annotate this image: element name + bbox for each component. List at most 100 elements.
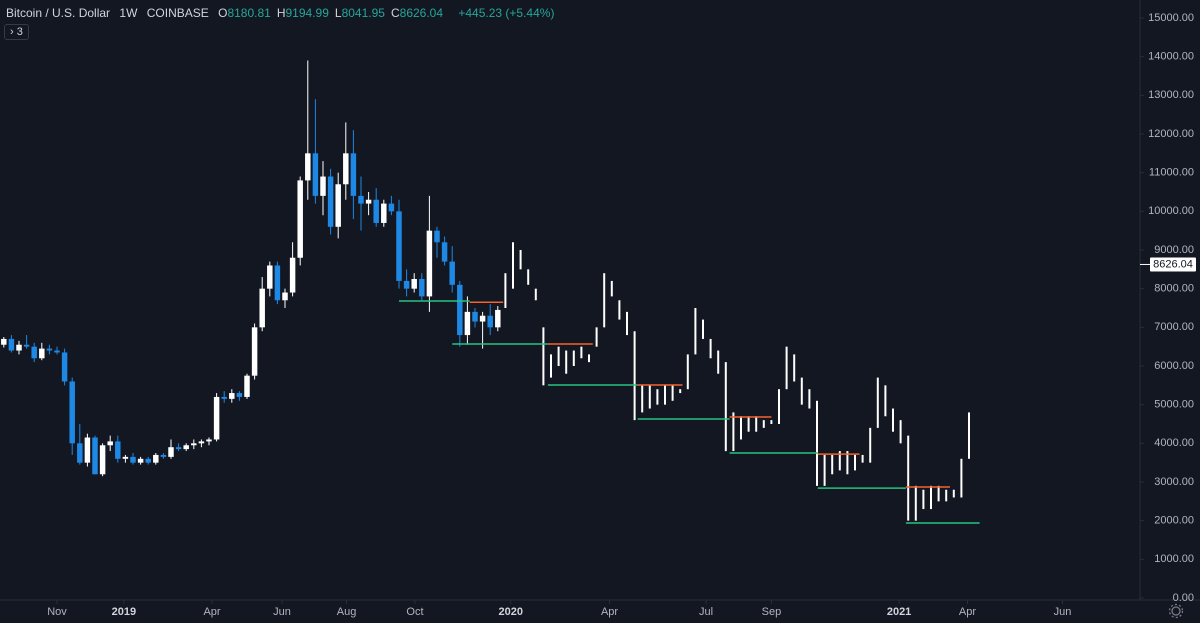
ohlc-value: 8041.95 [341,6,385,20]
change: +445.23 (+5.44%) [458,6,555,20]
y-tick-label: 7000.00 [1154,321,1194,333]
candle-body [130,456,136,463]
candle-body [396,211,402,281]
candle-body [31,346,37,359]
ohlc-label: H [276,6,286,20]
candle-body [122,456,129,459]
y-tick-label: 0.00 [1173,592,1194,604]
x-tick-label: 2021 [887,606,911,618]
candle-body [221,396,227,399]
y-tick-label: 11000.00 [1149,167,1194,179]
candle-body [213,396,220,440]
x-tick-label: Apr [601,606,618,618]
candle-body [282,292,288,301]
candle-body [54,350,60,353]
candle-body [39,348,45,359]
y-tick-label: 10000.00 [1148,205,1194,217]
x-tick-label: Sep [762,606,782,618]
gear[interactable] [1171,606,1181,616]
candle-body [229,393,235,399]
candle-body [350,153,357,196]
candle-body [251,327,258,376]
candle-body [198,441,205,444]
x-tick-label: 2020 [498,606,522,618]
candle-body [464,311,471,336]
candle-body [8,338,15,351]
candle-body [61,352,68,382]
candle-body [23,344,30,347]
candle-body [206,439,212,442]
candle-body [1,338,7,345]
candle-body [381,203,387,223]
y-tick-label: 12000.00 [1148,128,1194,140]
x-tick-label: Apr [959,606,976,618]
exchange: COINBASE [146,6,209,20]
candle-body [137,458,144,463]
candle-body [441,242,448,262]
candle-body [449,261,455,285]
candle-body [411,279,417,289]
candle-body [183,445,189,450]
candle-body [267,265,273,289]
interval[interactable]: 1W [119,6,138,20]
settings-icon[interactable] [1168,603,1184,619]
candle-body [312,153,319,196]
y-tick-label: 14000.00 [1148,51,1194,63]
ohlc: O8180.81 H9194.99 L8041.95 C8626.04 [218,6,449,20]
y-tick-label: 6000.00 [1154,360,1194,372]
candle-body [335,184,341,227]
candle-body [46,348,53,351]
symbol: Bitcoin / U.S. Dollar [6,6,111,20]
candle-body [175,447,182,450]
ohlc-label: O [218,6,228,20]
y-tick-label: 13000.00 [1148,89,1194,101]
y-tick-label: 9000.00 [1154,244,1194,256]
ohlc-label: L [334,6,342,20]
gear-teeth[interactable] [1168,603,1184,619]
candle-body [153,454,159,463]
candle-body [297,180,303,258]
candle-body [479,315,486,322]
x-tick-label: Nov [47,606,67,618]
candle-body [191,443,197,446]
candle-body [244,375,250,397]
candle-body [107,441,113,446]
candle-body [145,458,151,463]
candle-body [259,288,265,328]
indicator-count[interactable]: 3 [16,26,23,38]
last-price-label: 8626.04 [1153,258,1193,270]
candle-body [365,199,372,204]
x-tick-label: Aug [337,606,357,618]
candle-body [274,265,281,301]
candle-body [457,284,463,336]
candle-body [419,279,425,297]
candle-body [426,230,433,297]
candle-body [327,176,334,227]
y-tick-label: 2000.00 [1154,515,1194,527]
candle-body [320,176,326,196]
last-price-box [1150,257,1196,272]
candle-body [373,199,379,223]
candle-body [305,153,311,181]
x-tick-label: Oct [406,606,423,618]
y-tick-label: 5000.00 [1154,399,1194,411]
candle-body [472,311,478,322]
candle-body [84,437,91,463]
candle-body [434,230,440,243]
legend-header: Bitcoin / U.S. Dollar 1W COINBASE O8180.… [6,6,560,20]
candle-body [236,393,243,397]
x-tick-label: 2019 [112,606,136,618]
x-tick-label: Jun [1054,606,1072,618]
x-tick-label: Apr [203,606,220,618]
candle-body [289,257,296,293]
ohlc-value: 8180.81 [227,6,271,20]
candle-body [358,195,364,204]
candle-body [115,441,121,459]
y-tick-label: 1000.00 [1154,553,1194,565]
candle-body [168,447,174,457]
y-tick-label: 3000.00 [1154,476,1194,488]
indicators-toggle[interactable]: › 3 [4,24,29,40]
candle-body [388,203,395,212]
